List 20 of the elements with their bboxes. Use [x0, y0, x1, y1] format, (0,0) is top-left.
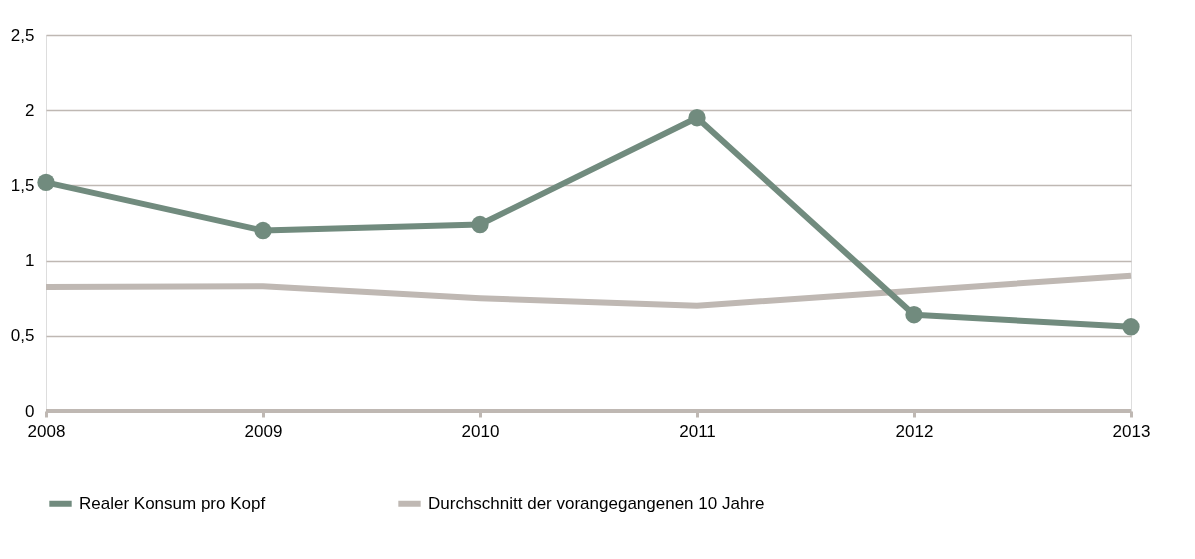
point: [688, 109, 706, 127]
point: [1122, 318, 1140, 336]
point: [254, 221, 272, 240]
y-tick-label: 1: [25, 251, 35, 271]
x-tick-label: 2009: [244, 421, 283, 441]
point: [471, 215, 489, 234]
legend-label: Durchschnitt der vorangegangenen 10 Jahre: [428, 493, 765, 513]
y-tick-label: 0: [25, 401, 35, 421]
y-tick-label: 1,5: [10, 175, 35, 195]
x-tick-label: 2013: [1112, 421, 1151, 441]
y-tick-label: 2,5: [10, 25, 35, 45]
point: [37, 173, 55, 192]
x-tick-label: 2008: [27, 421, 66, 441]
x-tick-label: 2012: [895, 421, 934, 441]
x-tick-label: 2010: [461, 421, 500, 441]
x-tick-label: 2011: [679, 421, 716, 441]
y-tick-label: 0,5: [10, 326, 35, 346]
legend-label: Realer Konsum pro Kopf: [79, 493, 266, 513]
point: [905, 306, 923, 324]
y-tick-label: 2: [25, 100, 35, 120]
